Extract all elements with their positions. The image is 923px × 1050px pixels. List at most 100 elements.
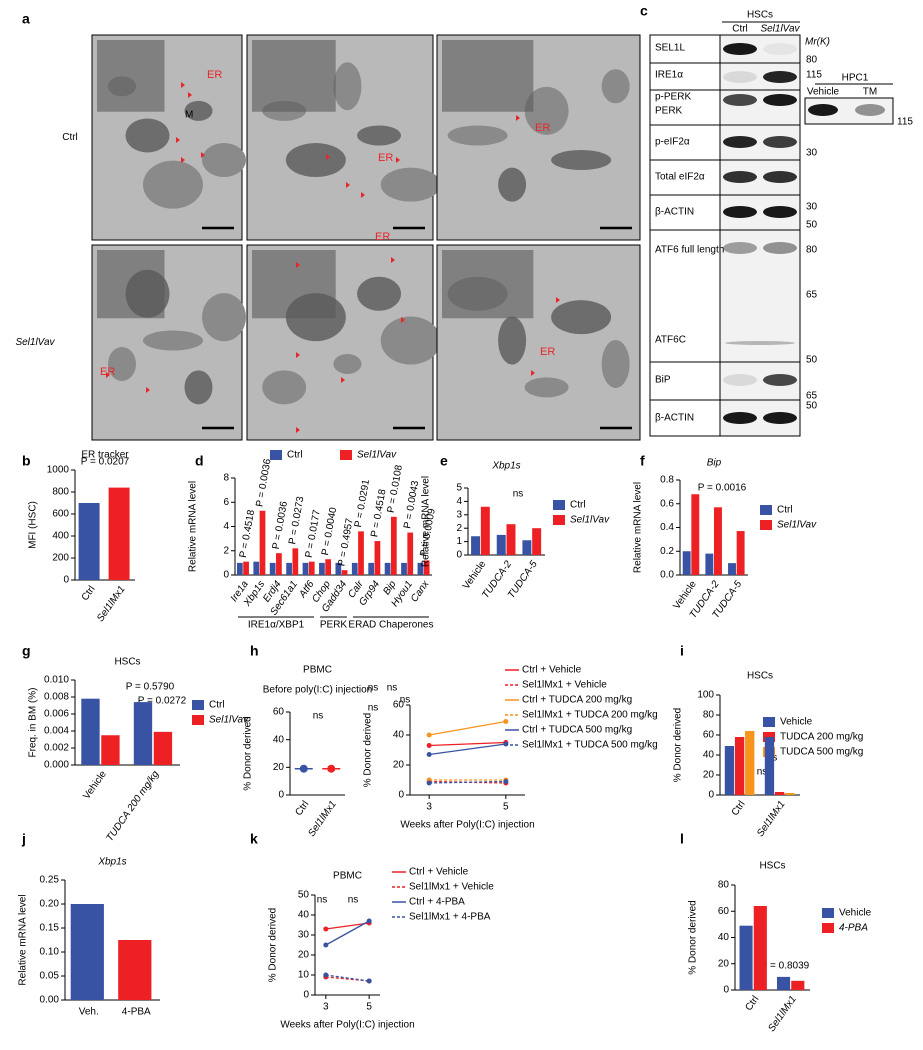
bar bbox=[101, 735, 120, 765]
bar bbox=[319, 562, 325, 575]
legend-swatch bbox=[760, 520, 772, 530]
bar bbox=[374, 541, 381, 575]
blot-label: SEL1L bbox=[655, 43, 685, 54]
chart-title: HSCs bbox=[747, 671, 773, 682]
y-tick-label: 60 bbox=[393, 700, 405, 711]
p-value: P = 0.0036 bbox=[254, 458, 273, 508]
panel-label: f bbox=[640, 453, 645, 469]
y-axis-label: Relative mRNA level bbox=[18, 894, 29, 985]
band bbox=[725, 341, 795, 345]
legend-label: Ctrl + TUDCA 500 mg/kg bbox=[522, 725, 632, 736]
annotation: P = 0.0272 bbox=[138, 696, 187, 707]
organelle bbox=[125, 118, 170, 153]
y-tick-label: 200 bbox=[52, 553, 69, 564]
y-tick-label: 10 bbox=[298, 970, 310, 981]
nucleus bbox=[252, 250, 336, 319]
bar bbox=[133, 702, 153, 765]
marker-label: 30 bbox=[806, 202, 818, 213]
y-tick-label: 20 bbox=[703, 770, 715, 781]
annotation: P = 0.8039 bbox=[761, 961, 810, 972]
bar bbox=[734, 737, 745, 795]
legend-label: TUDCA 200 mg/kg bbox=[780, 732, 863, 743]
series-line bbox=[429, 743, 506, 756]
y-axis-label: % Donor derived bbox=[268, 908, 279, 982]
bar bbox=[390, 516, 397, 575]
x-tick-label: Veh. bbox=[79, 1007, 99, 1018]
bar bbox=[753, 906, 767, 990]
bar bbox=[384, 562, 391, 575]
y-tick-label: 40 bbox=[298, 910, 310, 921]
organelle bbox=[524, 377, 569, 398]
legend-label: Sel1lVav bbox=[570, 515, 610, 526]
legend-swatch bbox=[760, 505, 772, 515]
y-tick-label: 0.002 bbox=[44, 743, 69, 754]
x-axis-label: Weeks after Poly(I:C) injection bbox=[400, 820, 534, 831]
micrograph-annotation: ER bbox=[375, 231, 390, 243]
bar bbox=[791, 980, 805, 990]
bar bbox=[682, 551, 691, 575]
bar bbox=[118, 940, 152, 1000]
group-label: PERK bbox=[320, 620, 348, 631]
bar bbox=[325, 559, 332, 575]
band bbox=[763, 94, 797, 106]
legend-label: Ctrl bbox=[287, 450, 303, 461]
nucleus bbox=[97, 40, 165, 112]
legend-label: Vehicle bbox=[839, 908, 872, 919]
y-tick-label: 4 bbox=[456, 496, 462, 507]
x-tick-label: TUDCA 200 mg/kg bbox=[104, 769, 161, 844]
blot-label: p-PERK bbox=[655, 92, 691, 103]
bar bbox=[368, 562, 375, 575]
bar bbox=[423, 560, 430, 575]
arrowhead bbox=[296, 427, 300, 433]
arrowhead bbox=[556, 297, 560, 303]
row-label: Ctrl bbox=[62, 132, 78, 143]
organelle bbox=[202, 293, 246, 342]
x-tick-label: Ctrl bbox=[80, 584, 98, 603]
y-tick-label: 2 bbox=[456, 523, 462, 534]
band bbox=[723, 136, 757, 148]
legend-label: Ctrl + Vehicle bbox=[409, 867, 469, 878]
y-tick-label: 0.10 bbox=[40, 947, 60, 958]
organelle bbox=[380, 316, 441, 365]
panel-label: h bbox=[250, 643, 259, 659]
legend-label: Ctrl bbox=[570, 500, 586, 511]
organelle bbox=[285, 143, 346, 178]
bar bbox=[532, 528, 542, 555]
nucleus bbox=[442, 40, 534, 112]
series-line bbox=[325, 922, 370, 930]
y-tick-label: 60 bbox=[718, 906, 730, 917]
y-tick-label: 3 bbox=[456, 509, 462, 520]
legend-swatch bbox=[763, 717, 775, 727]
annotation: ns bbox=[387, 683, 398, 694]
band bbox=[763, 136, 797, 148]
legend-swatch bbox=[553, 500, 565, 510]
x-tick-label: Ctrl bbox=[743, 994, 761, 1013]
y-axis-label: % Donor derived bbox=[363, 713, 374, 787]
organelle bbox=[184, 100, 213, 121]
legend-label: Ctrl bbox=[777, 505, 793, 516]
y-tick-label: 0 bbox=[223, 570, 229, 581]
blot-label: ATF6 full length bbox=[655, 245, 724, 256]
p-value: P = 0.0291 bbox=[353, 478, 372, 528]
y-tick-label: 0.0 bbox=[660, 570, 674, 581]
arrowhead bbox=[296, 262, 300, 268]
x-tick-label: Ctrl bbox=[730, 799, 748, 818]
y-tick-label: 600 bbox=[52, 509, 69, 520]
arrowhead bbox=[188, 92, 192, 98]
organelle bbox=[357, 125, 402, 146]
annotation: P = 0.0207 bbox=[81, 457, 130, 468]
marker-label: 30 bbox=[806, 148, 818, 159]
y-tick-label: 4 bbox=[223, 521, 229, 532]
blot-label: ATF6C bbox=[655, 335, 686, 346]
annotation: P = 0.0016 bbox=[698, 483, 747, 494]
bar bbox=[351, 562, 358, 575]
series-line bbox=[429, 780, 506, 784]
marker-label: 50 bbox=[806, 220, 818, 231]
legend-swatch bbox=[192, 700, 204, 710]
y-axis-label: % Donor derived bbox=[673, 708, 684, 782]
bar bbox=[308, 561, 315, 575]
y-tick-label: 2 bbox=[223, 545, 229, 556]
y-axis-label: Freq. in BM (%) bbox=[28, 687, 39, 757]
legend-swatch bbox=[822, 923, 834, 933]
